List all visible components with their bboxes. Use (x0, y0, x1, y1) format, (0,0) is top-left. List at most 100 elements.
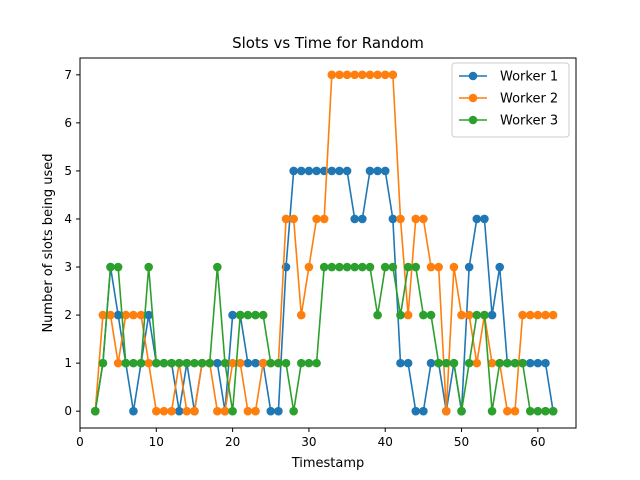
data-point-worker-2 (243, 406, 253, 416)
x-tick-label: 0 (76, 435, 84, 449)
data-point-worker-3 (358, 262, 367, 272)
data-point-worker-1 (335, 166, 344, 176)
data-point-worker-3 (365, 262, 375, 272)
data-point-worker-2 (419, 214, 428, 224)
data-point-worker-2 (457, 310, 466, 320)
legend-marker (468, 71, 478, 81)
legend: Worker 1 Worker 2 Worker 3 (451, 62, 570, 138)
data-point-worker-1 (411, 406, 421, 416)
data-point-worker-1 (388, 214, 398, 224)
data-point-worker-3 (304, 358, 314, 368)
data-point-worker-1 (495, 262, 504, 272)
data-point-worker-1 (304, 166, 314, 176)
data-point-worker-1 (464, 262, 474, 272)
data-point-worker-3 (281, 358, 291, 368)
data-point-worker-3 (411, 262, 421, 272)
data-point-worker-2 (434, 262, 443, 272)
legend-marker (468, 93, 478, 103)
data-point-worker-2 (472, 358, 482, 368)
data-point-worker-3 (106, 262, 115, 272)
data-point-worker-1 (525, 358, 535, 368)
data-point-worker-1 (327, 166, 337, 176)
data-point-worker-2 (121, 310, 131, 320)
data-point-worker-1 (213, 358, 222, 368)
chart-title: Slots vs Time for Random (232, 34, 424, 52)
data-point-worker-2 (411, 214, 421, 224)
data-point-worker-2 (98, 310, 108, 320)
data-point-worker-3 (487, 406, 497, 416)
data-point-worker-3 (98, 358, 108, 368)
data-point-worker-1 (380, 166, 390, 176)
data-point-worker-3 (251, 310, 260, 320)
data-point-worker-2 (350, 70, 360, 80)
data-point-worker-2 (503, 406, 512, 416)
data-point-worker-3 (525, 406, 535, 416)
x-tick-label: 60 (530, 435, 545, 449)
data-point-worker-3 (449, 358, 459, 368)
data-point-worker-3 (243, 310, 253, 320)
y-tick-label: 6 (64, 116, 72, 130)
data-point-worker-3 (327, 262, 337, 272)
data-point-worker-2 (464, 310, 474, 320)
data-point-worker-1 (342, 166, 352, 176)
data-point-worker-3 (510, 358, 520, 368)
data-point-worker-2 (403, 310, 413, 320)
legend-label: Worker 3 (500, 114, 558, 129)
data-point-worker-2 (235, 358, 245, 368)
data-point-worker-1 (487, 310, 497, 320)
y-tick-label: 2 (64, 308, 72, 322)
data-point-worker-3 (197, 358, 207, 368)
data-point-worker-2 (335, 70, 344, 80)
data-point-worker-3 (205, 358, 215, 368)
y-tick-label: 1 (64, 356, 72, 370)
data-point-worker-1 (296, 166, 306, 176)
data-point-worker-3 (136, 358, 146, 368)
data-point-worker-3 (472, 310, 482, 320)
data-point-worker-2 (190, 406, 199, 416)
data-point-worker-1 (419, 406, 428, 416)
data-point-worker-3 (434, 358, 443, 368)
data-point-worker-1 (274, 406, 283, 416)
data-point-worker-3 (220, 358, 230, 368)
x-axis-label: Timestamp (291, 456, 365, 471)
data-point-worker-1 (426, 358, 436, 368)
data-point-worker-2 (258, 358, 268, 368)
data-point-worker-2 (167, 406, 176, 416)
data-point-worker-3 (182, 358, 192, 368)
data-point-worker-3 (129, 358, 138, 368)
data-point-worker-2 (380, 70, 390, 80)
data-point-worker-2 (510, 406, 520, 416)
x-tick-label: 20 (225, 435, 240, 449)
x-tick-label: 50 (454, 435, 469, 449)
data-point-worker-2 (296, 310, 306, 320)
data-point-worker-3 (403, 262, 413, 272)
legend-label: Worker 1 (500, 70, 558, 85)
data-point-worker-2 (136, 310, 146, 320)
data-point-worker-2 (281, 214, 291, 224)
data-point-worker-3 (495, 358, 504, 368)
data-point-worker-1 (312, 166, 321, 176)
data-point-worker-2 (518, 310, 527, 320)
data-point-worker-2 (533, 310, 543, 320)
data-point-worker-2 (228, 358, 237, 368)
data-point-worker-2 (441, 406, 451, 416)
data-point-worker-3 (296, 358, 306, 368)
data-point-worker-1 (533, 358, 543, 368)
y-tick-label: 7 (64, 68, 72, 82)
data-point-worker-1 (350, 214, 360, 224)
data-point-worker-3 (533, 406, 543, 416)
data-point-worker-3 (235, 310, 245, 320)
data-point-worker-2 (159, 406, 169, 416)
data-point-worker-2 (426, 262, 436, 272)
data-point-worker-3 (426, 310, 436, 320)
data-point-worker-3 (113, 262, 123, 272)
data-point-worker-3 (457, 406, 466, 416)
data-point-worker-3 (419, 310, 428, 320)
data-point-worker-3 (350, 262, 360, 272)
x-tick-label: 40 (378, 435, 393, 449)
data-point-worker-3 (258, 310, 268, 320)
data-point-worker-1 (541, 358, 550, 368)
y-tick-label: 5 (64, 164, 72, 178)
data-point-worker-2 (525, 310, 535, 320)
